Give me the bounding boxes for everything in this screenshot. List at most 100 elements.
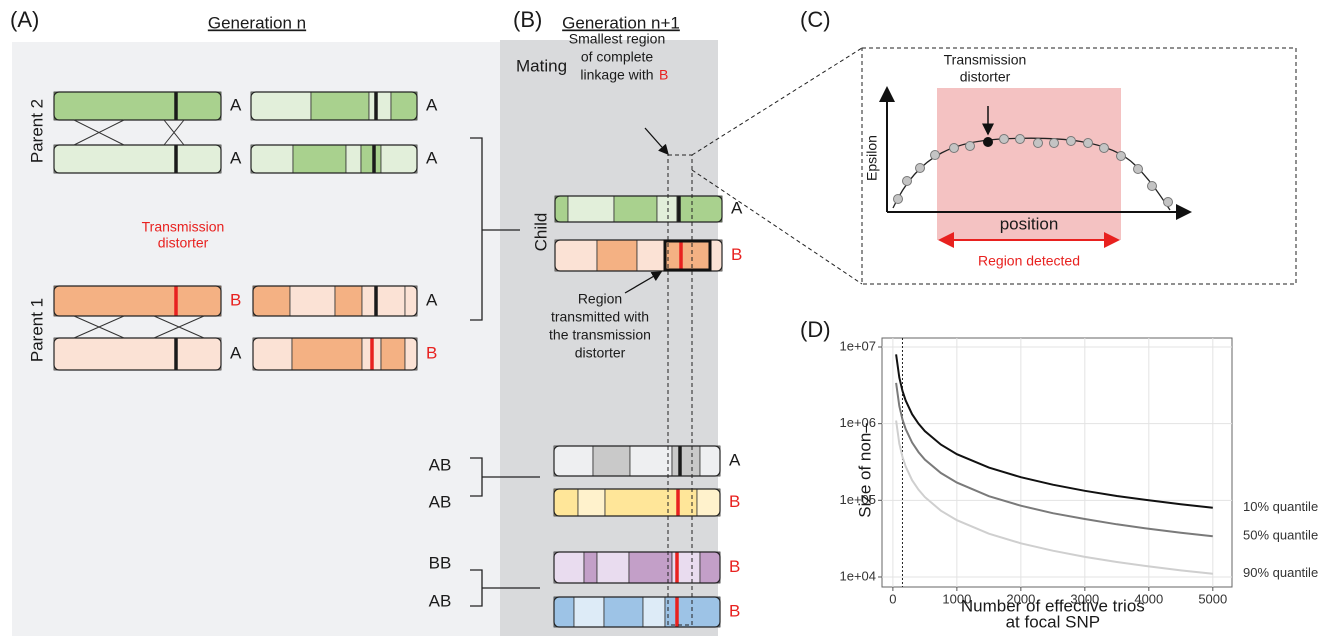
chromosome-segment	[292, 338, 362, 370]
y-tick-label: 1e+04	[839, 568, 876, 583]
snp-point	[1100, 144, 1109, 153]
chromosome-segment	[700, 446, 720, 476]
chromosome-segment	[629, 552, 672, 583]
chromosome-segment	[710, 240, 722, 271]
allele-label: A	[426, 148, 438, 167]
chromosome-segment	[362, 286, 405, 316]
chromosome-segment	[584, 552, 597, 583]
allele-label: A	[230, 148, 242, 167]
snp-point	[1164, 198, 1173, 207]
region-transmitted-label: distorter	[575, 345, 626, 361]
chromosome-segment	[697, 489, 720, 516]
chromosome-segment	[630, 446, 672, 476]
chromosome-segment	[637, 240, 665, 271]
chromosome-segment	[54, 286, 221, 316]
chromosome-segment	[405, 286, 417, 316]
allele-label: B	[729, 492, 740, 511]
chromosome-segment	[54, 338, 221, 370]
chromosome-segment	[568, 196, 614, 222]
region-transmitted-label: the transmission	[549, 327, 651, 343]
snp-point	[903, 177, 912, 186]
snp-point	[1134, 165, 1143, 174]
allele-label: B	[729, 557, 740, 576]
chromosome-segment	[554, 552, 584, 583]
parent-label: Parent 2	[27, 99, 46, 163]
chromosome-segment	[311, 92, 369, 120]
legend-entry: 10% quantile	[1243, 499, 1318, 514]
panel-label: (D)	[800, 317, 831, 342]
chromosome-segment	[381, 338, 405, 370]
chromosome-segment	[361, 145, 381, 173]
snp-point	[1148, 182, 1157, 191]
chromosome-segment	[605, 489, 697, 516]
allele-label: A	[230, 343, 242, 362]
chromosome-segment	[597, 552, 629, 583]
snp-point	[1084, 139, 1093, 148]
body: (A)Generation n(B)Generation n+1(C)(D)AA…	[0, 0, 1323, 636]
chromosome-segment	[253, 286, 290, 316]
snp-point	[894, 195, 903, 204]
chromosome-segment	[614, 196, 657, 222]
panel-heading: Generation n	[208, 13, 306, 32]
panel-label: (C)	[800, 7, 831, 32]
genotype-label: AB	[429, 591, 452, 610]
y-tick-label: 1e+07	[839, 338, 876, 353]
chromosome-segment	[54, 145, 221, 173]
snp-point	[950, 144, 959, 153]
x-axis-title: at focal SNP	[1006, 612, 1101, 631]
chromosome-segment	[335, 286, 362, 316]
panel-label: (B)	[513, 7, 542, 32]
chromosome-segment	[554, 446, 593, 476]
chromosome-segment	[369, 92, 391, 120]
snp-point	[916, 164, 925, 173]
allele-label: B	[731, 245, 742, 264]
chromosome-segment	[700, 552, 720, 583]
chromosome-segment	[251, 92, 311, 120]
smallest-region-label: Smallest region	[569, 31, 666, 47]
snp-point	[931, 151, 940, 160]
panel-heading: Generation n+1	[562, 13, 680, 32]
chromosome-segment	[578, 489, 605, 516]
allele-label: A	[729, 450, 741, 469]
genotype-label: BB	[429, 553, 452, 572]
allele-label: A	[426, 95, 438, 114]
page: Transmission distorter figure {"panels":…	[0, 0, 1323, 636]
smallest-region-label: of complete	[581, 49, 654, 65]
chromosome-segment	[251, 145, 293, 173]
smallest-region-allele: B	[659, 67, 668, 83]
chromosome-segment	[554, 597, 574, 627]
region-label: Region detected	[978, 253, 1080, 269]
chromosome-segment	[381, 145, 417, 173]
parent-label: Parent 1	[27, 298, 46, 362]
region-transmitted-label: transmitted with	[551, 309, 649, 325]
chromosome-segment	[574, 597, 604, 627]
chromosome-segment	[555, 240, 597, 271]
chromosome-segment	[405, 338, 417, 370]
genotype-label: AB	[429, 455, 452, 474]
x-tick-label: 5000	[1198, 591, 1227, 606]
chromosome-segment	[290, 286, 335, 316]
axis-label: position	[1000, 214, 1059, 233]
chromosome-segment	[555, 196, 568, 222]
y-axis-title: Size of non–	[855, 423, 874, 518]
snp-point	[1117, 152, 1126, 161]
chromosome-segment	[253, 338, 292, 370]
snp-point	[1034, 139, 1043, 148]
chromosome-segment	[54, 92, 221, 120]
chromosome-segment	[604, 597, 643, 627]
allele-label: B	[729, 601, 740, 620]
distorter-label: Transmission	[944, 52, 1027, 68]
distorter-label: Transmission	[142, 219, 225, 235]
axis-label: Epsilon	[864, 135, 880, 181]
chromosome-segment	[346, 145, 361, 173]
snp-point	[966, 142, 975, 151]
chromosome-segment	[554, 489, 578, 516]
chromosome-segment	[643, 597, 665, 627]
snp-point	[1016, 135, 1025, 144]
chromosome-segment	[657, 196, 677, 222]
genotype-label: AB	[429, 492, 452, 511]
snp-point	[1000, 135, 1009, 144]
plot-area	[882, 338, 1232, 587]
allele-label: A	[230, 95, 242, 114]
region-transmitted-label: Region	[578, 291, 622, 307]
